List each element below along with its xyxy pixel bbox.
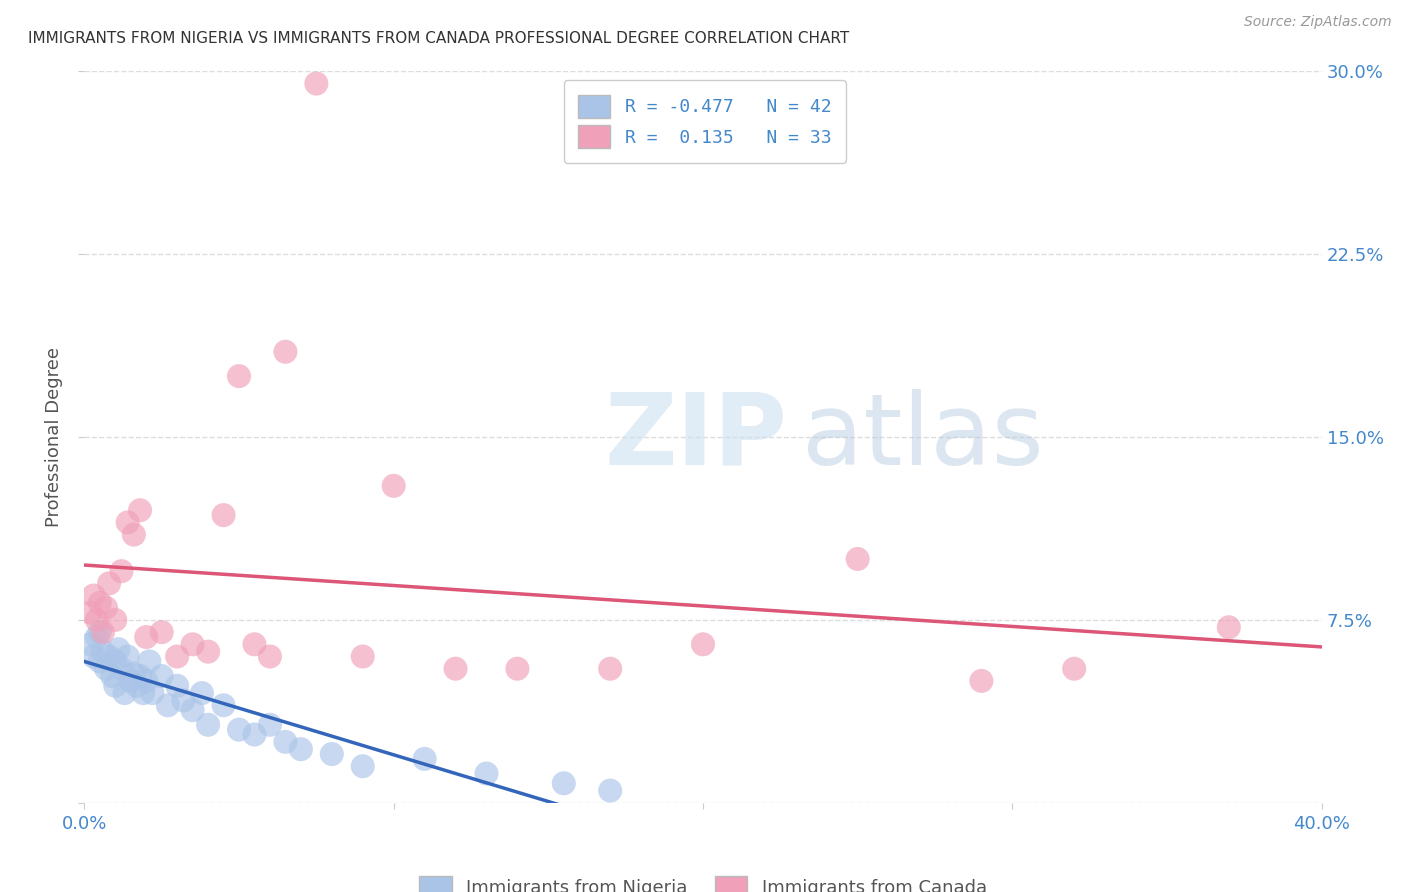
Point <box>243 727 266 741</box>
Point <box>86 630 108 644</box>
Point <box>86 613 108 627</box>
Point <box>114 686 136 700</box>
Point <box>104 679 127 693</box>
Point <box>83 649 105 664</box>
Point <box>117 649 139 664</box>
Point <box>107 642 129 657</box>
Point <box>91 645 114 659</box>
Point <box>135 673 157 688</box>
Point <box>352 649 374 664</box>
Point <box>83 589 105 603</box>
Point <box>101 669 124 683</box>
Point <box>274 344 297 359</box>
Point <box>135 630 157 644</box>
Point <box>692 637 714 651</box>
Point <box>212 698 235 713</box>
Text: ZIP: ZIP <box>605 389 787 485</box>
Point <box>79 606 101 620</box>
Point <box>181 637 204 651</box>
Point <box>290 742 312 756</box>
Point <box>141 686 163 700</box>
Point <box>259 649 281 664</box>
Point <box>89 596 111 610</box>
Point <box>382 479 405 493</box>
Point <box>475 766 498 780</box>
Point <box>166 649 188 664</box>
Point <box>104 654 127 668</box>
Point <box>104 613 127 627</box>
Point <box>506 662 529 676</box>
Legend: Immigrants from Nigeria, Immigrants from Canada: Immigrants from Nigeria, Immigrants from… <box>406 863 1000 892</box>
Point <box>150 669 173 683</box>
Point <box>259 718 281 732</box>
Point <box>243 637 266 651</box>
Point <box>89 654 111 668</box>
Point <box>138 654 160 668</box>
Point <box>110 662 132 676</box>
Point <box>305 77 328 91</box>
Point <box>413 752 436 766</box>
Point <box>197 645 219 659</box>
Text: IMMIGRANTS FROM NIGERIA VS IMMIGRANTS FROM CANADA PROFESSIONAL DEGREE CORRELATIO: IMMIGRANTS FROM NIGERIA VS IMMIGRANTS FR… <box>28 31 849 46</box>
Y-axis label: Professional Degree: Professional Degree <box>45 347 63 527</box>
Point <box>129 669 152 683</box>
Point <box>599 783 621 797</box>
Point <box>181 703 204 717</box>
Point <box>553 776 575 790</box>
Point <box>94 662 117 676</box>
Point <box>599 662 621 676</box>
Point <box>98 649 121 664</box>
Point <box>122 666 145 681</box>
Text: Source: ZipAtlas.com: Source: ZipAtlas.com <box>1244 15 1392 29</box>
Point <box>150 625 173 640</box>
Point <box>79 637 101 651</box>
Point <box>166 679 188 693</box>
Point <box>970 673 993 688</box>
Point <box>91 625 114 640</box>
Point <box>89 625 111 640</box>
Point <box>117 516 139 530</box>
Point <box>228 369 250 384</box>
Text: atlas: atlas <box>801 389 1043 485</box>
Point <box>274 735 297 749</box>
Point <box>191 686 214 700</box>
Point <box>197 718 219 732</box>
Point <box>1218 620 1240 634</box>
Point <box>156 698 179 713</box>
Point <box>846 552 869 566</box>
Point <box>444 662 467 676</box>
Point <box>98 576 121 591</box>
Point <box>352 759 374 773</box>
Point <box>321 747 343 761</box>
Point <box>228 723 250 737</box>
Point <box>94 600 117 615</box>
Point <box>122 527 145 541</box>
Point <box>172 693 194 707</box>
Point <box>129 503 152 517</box>
Point <box>212 508 235 522</box>
Point <box>1063 662 1085 676</box>
Point <box>125 679 148 693</box>
Point <box>120 673 142 688</box>
Point <box>132 686 155 700</box>
Point <box>110 564 132 578</box>
